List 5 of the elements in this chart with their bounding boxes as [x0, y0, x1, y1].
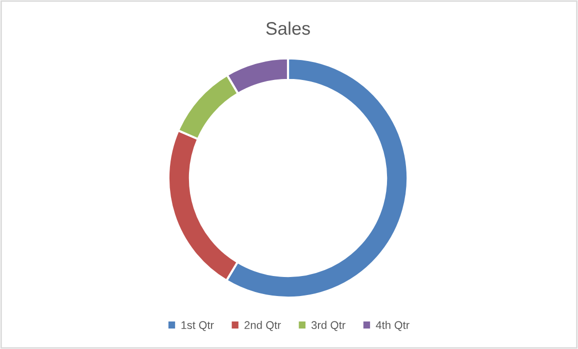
legend-label: 2nd Qtr [244, 320, 281, 332]
legend-label: 4th Qtr [376, 320, 410, 332]
legend-label: 3rd Qtr [311, 320, 346, 332]
legend-label: 1st Qtr [181, 321, 214, 332]
chart-title: Sales [266, 22, 310, 35]
